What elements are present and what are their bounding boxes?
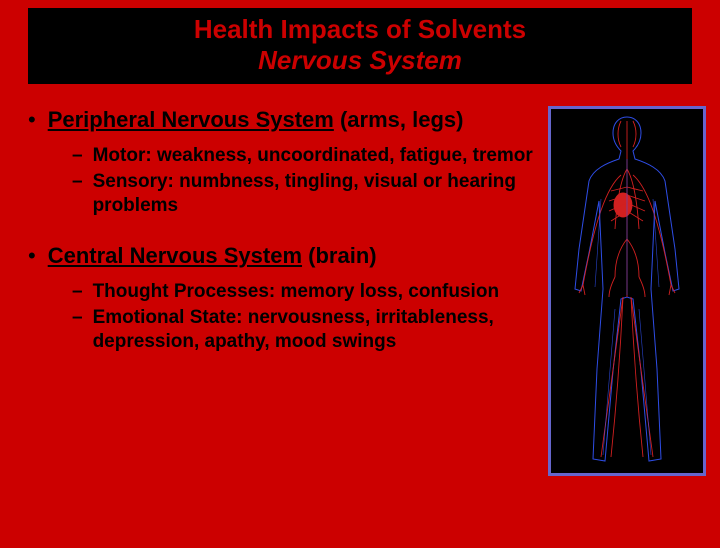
heading-rest: (brain) [302,243,377,268]
heading-underlined: Central Nervous System [48,243,302,268]
sub-text: Thought Processes: memory loss, confusio… [93,280,499,304]
bullet-dot: • [28,106,36,134]
sub-bullet: – Emotional State: nervousness, irritabl… [72,306,538,354]
body-diagram-icon [551,109,703,473]
sub-list-peripheral: – Motor: weakness, uncoordinated, fatigu… [72,144,538,218]
bullet-text: Central Nervous System (brain) [48,242,377,270]
sub-bullet: – Motor: weakness, uncoordinated, fatigu… [72,144,538,168]
text-column: • Peripheral Nervous System (arms, legs)… [28,106,548,476]
dash-icon: – [72,306,83,354]
title-line-2: Nervous System [28,45,692,76]
bullet-dot: • [28,242,36,270]
bullet-peripheral: • Peripheral Nervous System (arms, legs) [28,106,538,134]
dash-icon: – [72,144,83,168]
title-line-1: Health Impacts of Solvents [28,14,692,45]
bullet-central: • Central Nervous System (brain) [28,242,538,270]
sub-list-central: – Thought Processes: memory loss, confus… [72,280,538,354]
content-area: • Peripheral Nervous System (arms, legs)… [0,84,720,476]
dash-icon: – [72,170,83,218]
sub-text: Motor: weakness, uncoordinated, fatigue,… [93,144,533,168]
dash-icon: – [72,280,83,304]
bullet-text: Peripheral Nervous System (arms, legs) [48,106,464,134]
sub-text: Emotional State: nervousness, irritablen… [93,306,538,354]
sub-text: Sensory: numbness, tingling, visual or h… [93,170,538,218]
sub-bullet: – Thought Processes: memory loss, confus… [72,280,538,304]
sub-bullet: – Sensory: numbness, tingling, visual or… [72,170,538,218]
title-box: Health Impacts of Solvents Nervous Syste… [28,8,692,84]
nervous-system-figure [548,106,706,476]
heading-underlined: Peripheral Nervous System [48,107,334,132]
heading-rest: (arms, legs) [334,107,464,132]
